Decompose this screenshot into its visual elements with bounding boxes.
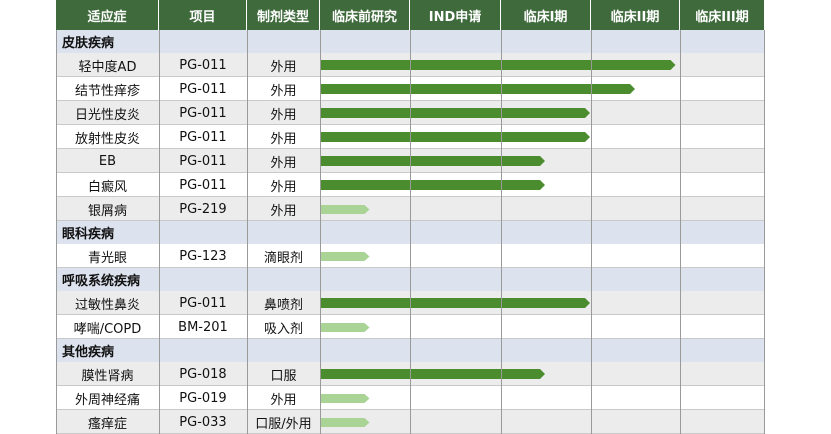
project-cell: PG-011	[179, 129, 227, 145]
column-divider	[501, 30, 502, 434]
progress-bar	[320, 84, 635, 94]
project-cell: PG-011	[179, 153, 227, 169]
progress-bar	[320, 322, 370, 332]
form-cell: 外用	[270, 179, 297, 195]
progress-bar	[320, 156, 545, 166]
form-cell: 鼻喷剂	[263, 297, 303, 313]
header-cell: 临床II期	[591, 0, 680, 30]
project-cell: PG-033	[179, 414, 227, 430]
column-divider	[247, 30, 248, 434]
progress-bar	[320, 132, 590, 142]
form-cell: 外用	[270, 155, 297, 171]
form-cell: 滴眼剂	[263, 250, 303, 266]
indication-cell: 膜性肾病	[81, 368, 134, 384]
column-divider	[410, 30, 411, 434]
indication-cell: 结节性痒疹	[74, 83, 140, 99]
indication-cell: 青光眼	[87, 250, 127, 266]
column-divider	[591, 30, 592, 434]
progress-bar	[320, 204, 370, 214]
progress-bar	[320, 393, 370, 403]
progress-bar	[320, 369, 545, 379]
indication-cell: 轻中度AD	[78, 59, 137, 75]
indication-cell: 过敏性鼻炎	[74, 297, 140, 313]
project-cell: PG-011	[179, 81, 227, 97]
form-cell: 外用	[270, 131, 297, 147]
progress-bar	[320, 60, 676, 70]
form-cell: 外用	[270, 107, 297, 123]
form-cell: 外用	[270, 203, 297, 219]
indication-cell: 外周神经痛	[74, 392, 140, 408]
column-divider	[764, 30, 765, 434]
indication-cell: 哮喘/COPD	[73, 321, 142, 337]
form-cell: 外用	[270, 83, 297, 99]
header-cell: 临床前研究	[320, 0, 410, 30]
project-cell: PG-011	[179, 105, 227, 121]
progress-bar	[320, 251, 370, 261]
indication-cell: 白癜风	[87, 179, 127, 195]
indication-cell: 放射性皮炎	[74, 131, 140, 147]
indication-cell: EB	[98, 153, 117, 169]
progress-bar	[320, 108, 590, 118]
project-cell: BM-201	[178, 319, 228, 335]
header-cell: 适应症	[56, 0, 159, 30]
form-cell: 外用	[270, 59, 297, 75]
header-cell: IND申请	[410, 0, 501, 30]
header-cell: 临床III期	[680, 0, 765, 30]
header-cell: 项目	[159, 0, 247, 30]
form-cell: 口服	[270, 368, 297, 384]
column-divider	[159, 30, 160, 434]
form-cell: 吸入剂	[263, 321, 303, 337]
project-cell: PG-011	[179, 295, 227, 311]
header-cell: 制剂类型	[247, 0, 320, 30]
header-cell: 临床I期	[501, 0, 591, 30]
column-divider	[320, 30, 321, 434]
project-cell: PG-018	[179, 366, 227, 382]
indication-cell: 银屑病	[87, 203, 127, 219]
indication-cell: 日光性皮炎	[74, 107, 140, 123]
progress-bar	[320, 417, 370, 427]
indication-cell: 瘙痒症	[87, 416, 127, 432]
progress-bar	[320, 180, 545, 190]
form-cell: 外用	[270, 392, 297, 408]
project-cell: PG-019	[179, 390, 227, 406]
progress-bar	[320, 298, 590, 308]
project-cell: PG-219	[179, 201, 227, 217]
project-cell: PG-011	[179, 57, 227, 73]
column-divider	[56, 30, 57, 434]
form-cell: 口服/外用	[255, 416, 312, 432]
column-divider	[680, 30, 681, 434]
project-cell: PG-123	[179, 248, 227, 264]
project-cell: PG-011	[179, 177, 227, 193]
